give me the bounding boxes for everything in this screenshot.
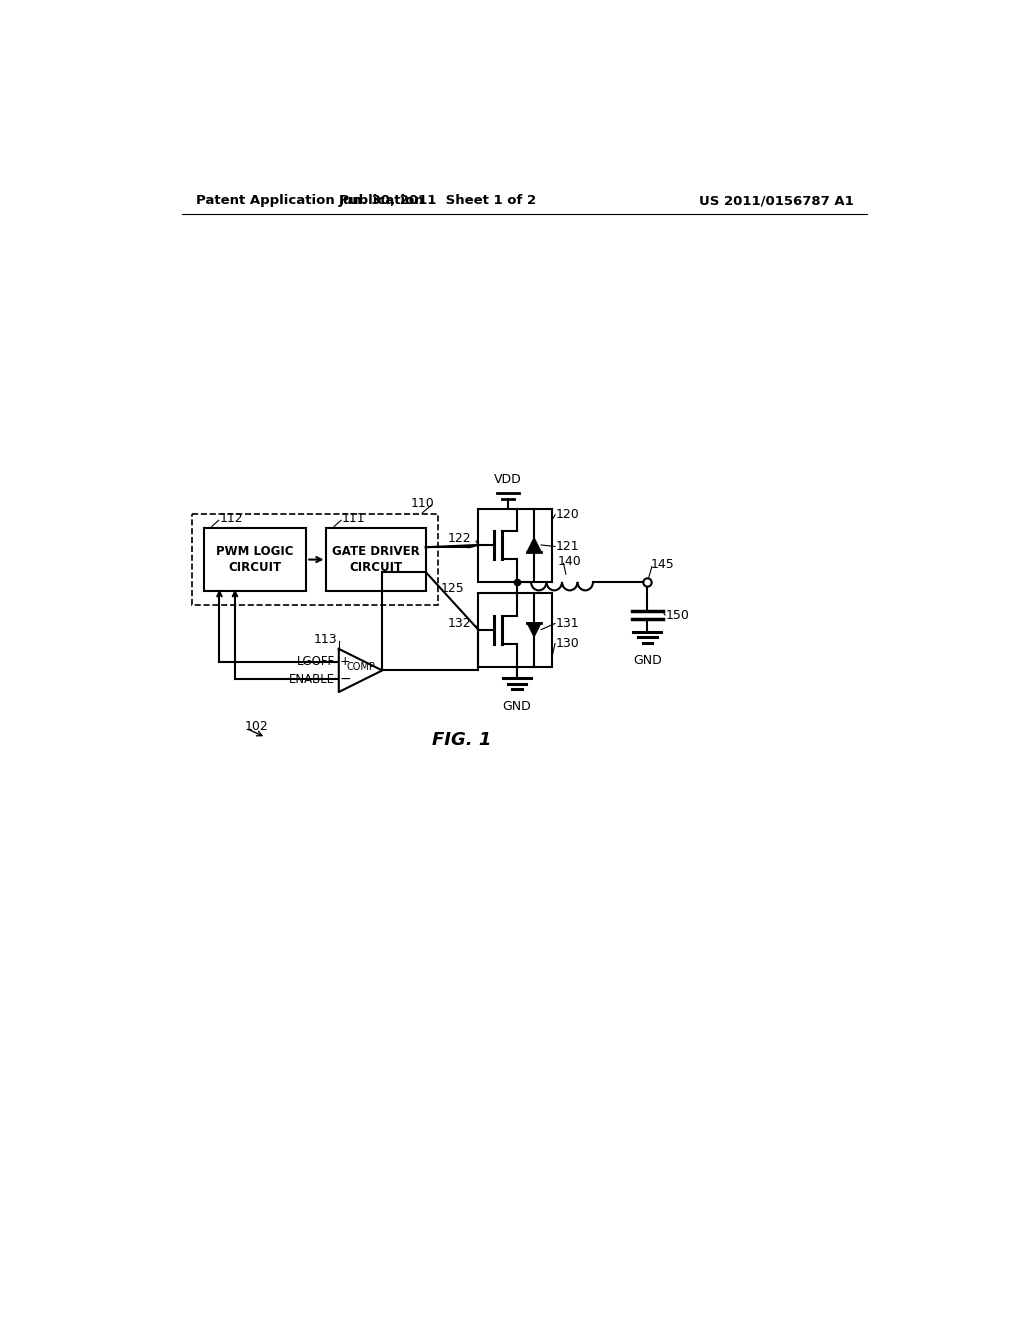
- Bar: [191, 515, 438, 605]
- Text: ENABLE: ENABLE: [289, 673, 335, 685]
- Text: 125: 125: [441, 582, 465, 594]
- Text: LGOFF: LGOFF: [297, 655, 335, 668]
- Text: 140: 140: [558, 556, 582, 569]
- Text: 130: 130: [556, 638, 580, 649]
- Text: −: −: [339, 672, 351, 686]
- Text: +: +: [340, 655, 350, 668]
- Bar: [478, 508, 552, 582]
- Bar: [478, 594, 552, 667]
- Text: PWM LOGIC: PWM LOGIC: [216, 545, 294, 558]
- Text: 102: 102: [245, 721, 268, 733]
- Text: 110: 110: [411, 496, 434, 510]
- Text: Jun. 30, 2011  Sheet 1 of 2: Jun. 30, 2011 Sheet 1 of 2: [339, 194, 537, 207]
- Text: 150: 150: [666, 609, 690, 622]
- Text: Patent Application Publication: Patent Application Publication: [197, 194, 424, 207]
- Polygon shape: [339, 649, 382, 692]
- Text: 112: 112: [219, 512, 243, 525]
- Text: 121: 121: [556, 540, 580, 553]
- Text: 132: 132: [447, 616, 471, 630]
- Text: FIG. 1: FIG. 1: [431, 731, 490, 748]
- Text: 145: 145: [650, 558, 674, 572]
- Polygon shape: [527, 623, 541, 636]
- Text: GATE DRIVER: GATE DRIVER: [332, 545, 420, 558]
- Text: GND: GND: [503, 701, 531, 714]
- Text: COMP: COMP: [346, 663, 375, 672]
- Text: 122: 122: [447, 532, 471, 545]
- Bar: [327, 528, 426, 591]
- Bar: [204, 528, 306, 591]
- Text: VDD: VDD: [494, 473, 521, 486]
- Text: GND: GND: [633, 655, 662, 668]
- Text: 120: 120: [556, 508, 580, 521]
- Text: 113: 113: [313, 634, 337, 647]
- Polygon shape: [527, 539, 541, 552]
- Text: 131: 131: [556, 616, 580, 630]
- Text: CIRCUIT: CIRCUIT: [228, 561, 282, 574]
- Text: US 2011/0156787 A1: US 2011/0156787 A1: [698, 194, 853, 207]
- Text: 111: 111: [342, 512, 366, 525]
- Text: CIRCUIT: CIRCUIT: [349, 561, 402, 574]
